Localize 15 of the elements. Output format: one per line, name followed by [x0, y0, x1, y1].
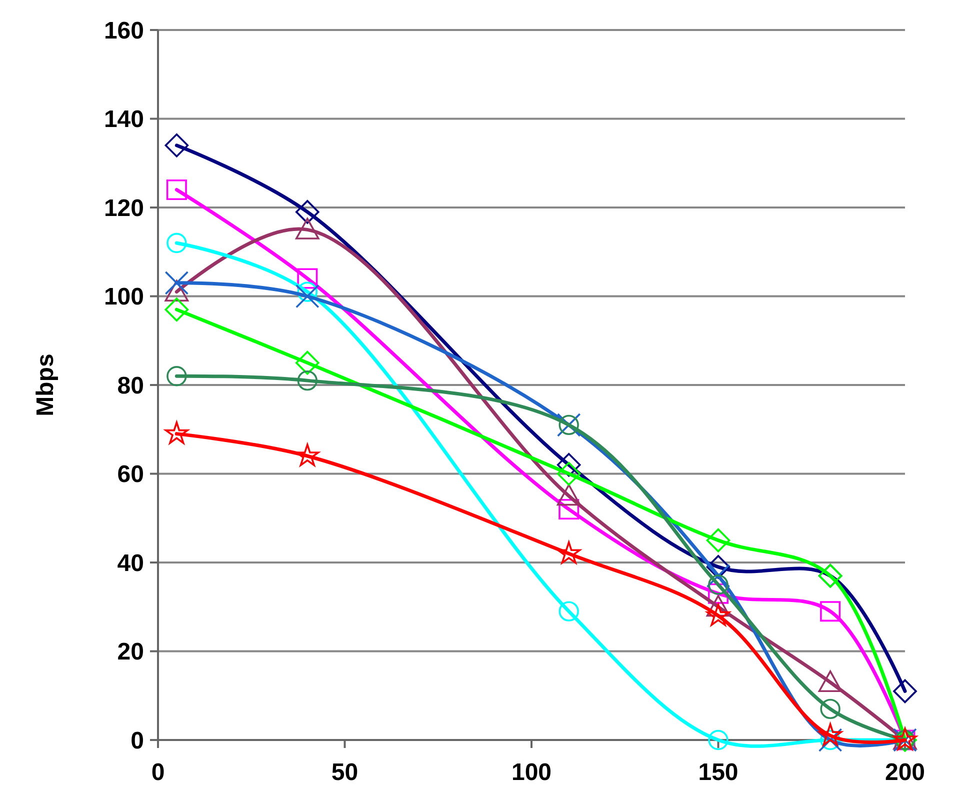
y-tick-label: 60 [117, 461, 144, 488]
x-tick-label: 150 [698, 759, 738, 786]
y-tick-label: 40 [117, 550, 144, 577]
y-tick-label: 0 [130, 727, 144, 754]
y-tick-label: 20 [117, 638, 144, 666]
y-tick-label: 140 [104, 106, 144, 134]
x-tick-label: 200 [884, 759, 926, 786]
x-tick-label: 50 [331, 759, 358, 786]
y-tick-label: 120 [104, 194, 144, 222]
x-tick-label: 100 [511, 759, 552, 786]
y-axis-title: Mbps [32, 354, 59, 416]
y-tick-label: 100 [104, 284, 144, 311]
y-tick-label: 80 [117, 372, 144, 400]
x-tick-label: 0 [151, 759, 165, 786]
y-tick-label: 160 [104, 17, 144, 44]
